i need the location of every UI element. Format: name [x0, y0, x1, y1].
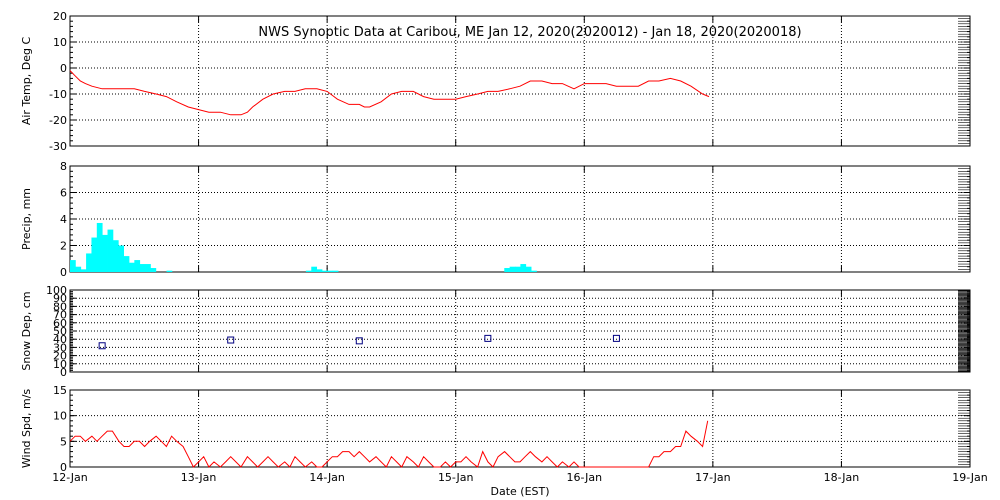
precip-bar [514, 266, 521, 272]
precip-bar [139, 264, 146, 272]
y-tick-label: 20 [53, 10, 67, 23]
y-tick-label: 0 [60, 461, 67, 474]
y-tick-label: 0 [60, 266, 67, 279]
panel-2: 0 2 4 6 8 Precip, mm [20, 160, 971, 279]
x-tick-labels: 12-Jan 13-Jan 14-Jan 15-Jan 16-Jan 17-Jan 18-J… [52, 471, 988, 484]
precip-bar [134, 260, 141, 272]
y-axis-label: Snow Dep, cm [20, 291, 33, 370]
precip-bar [332, 270, 339, 272]
x-tick-label: 15-Jan [438, 471, 474, 484]
x-tick-label: 18-Jan [824, 471, 860, 484]
precip-bar [112, 240, 119, 272]
y-tick-label: 30 [53, 341, 67, 354]
chart-title: NWS Synoptic Data at Caribou, ME Jan 12,… [258, 25, 801, 40]
y-axis-label: Air Temp, Deg C [20, 37, 33, 126]
y-tick-label: -20 [49, 114, 67, 127]
y-tick-label: 15 [53, 384, 67, 397]
y-tick-label: 8 [60, 160, 67, 173]
y-tick-label: 0 [60, 62, 67, 75]
precip-bar [525, 266, 532, 272]
y-tick-label: -10 [49, 88, 67, 101]
y-tick-label: 100 [46, 284, 67, 297]
x-tick-label: 14-Jan [309, 471, 345, 484]
precip-bar [531, 270, 537, 272]
precip-bar [128, 262, 135, 272]
x-axis-label: Date (EST) [490, 485, 549, 498]
y-tick-label: 5 [60, 435, 67, 448]
y-axis-label: Wind Spd, m/s [20, 389, 33, 469]
panel-4: 0 5 10 15 Wind Spd, m/s [20, 384, 971, 474]
precip-bar [102, 234, 108, 272]
y-tick-label: 4 [60, 213, 67, 226]
panel-frame [69, 389, 971, 468]
x-tick-label: 19-Jan [952, 471, 988, 484]
precip-bar [107, 229, 114, 272]
precip-bar [509, 266, 516, 272]
precip-bar [123, 256, 130, 272]
snow-depth-marker [612, 334, 620, 342]
y-tick-label: 80 [53, 300, 67, 313]
series-line [69, 70, 710, 116]
precip-bar [504, 268, 511, 272]
precip-bar [75, 266, 82, 272]
precip-bar [96, 222, 103, 272]
precip-bar [91, 237, 98, 272]
precip-bar [305, 270, 312, 272]
snow-depth-marker [355, 337, 363, 345]
y-tick-label: 6 [60, 187, 67, 200]
x-tick-label: 12-Jan [52, 471, 88, 484]
precip-bar [321, 270, 328, 272]
y-tick-label: 0 [60, 366, 67, 379]
y-tick-label: 60 [53, 317, 67, 330]
y-tick-label: 20 [53, 350, 67, 363]
precip-bar [80, 269, 87, 272]
precip-bar [150, 268, 157, 272]
precip-bar [316, 269, 323, 272]
precip-bar [520, 264, 527, 272]
precip-bar [166, 270, 173, 272]
y-tick-label: 90 [53, 292, 67, 305]
precip-bar [145, 264, 151, 272]
precip-bar [311, 266, 318, 272]
x-tick-label: 16-Jan [567, 471, 603, 484]
y-tick-label: 50 [53, 325, 67, 338]
precip-bar [70, 260, 76, 272]
y-tick-label: 10 [53, 410, 67, 423]
panel-1: -30 -20 -10 0 10 20 Air Temp, Deg C [20, 10, 971, 153]
y-axis-label: Precip, mm [20, 188, 33, 250]
y-tick-label: 70 [53, 309, 67, 322]
y-tick-label: 40 [53, 333, 67, 346]
precip-bar [86, 253, 92, 272]
y-tick-label: -30 [49, 140, 67, 153]
precip-bar [327, 270, 334, 272]
snow-depth-marker [484, 334, 492, 342]
y-tick-label: 2 [60, 240, 67, 253]
snow-depth-marker [227, 336, 235, 344]
series-line [69, 420, 709, 468]
y-tick-label: 10 [53, 36, 67, 49]
snow-depth-marker [98, 342, 106, 350]
precip-bar [118, 245, 125, 272]
x-tick-label: 13-Jan [181, 471, 217, 484]
y-tick-label: 10 [53, 358, 67, 371]
x-tick-label: 17-Jan [695, 471, 731, 484]
